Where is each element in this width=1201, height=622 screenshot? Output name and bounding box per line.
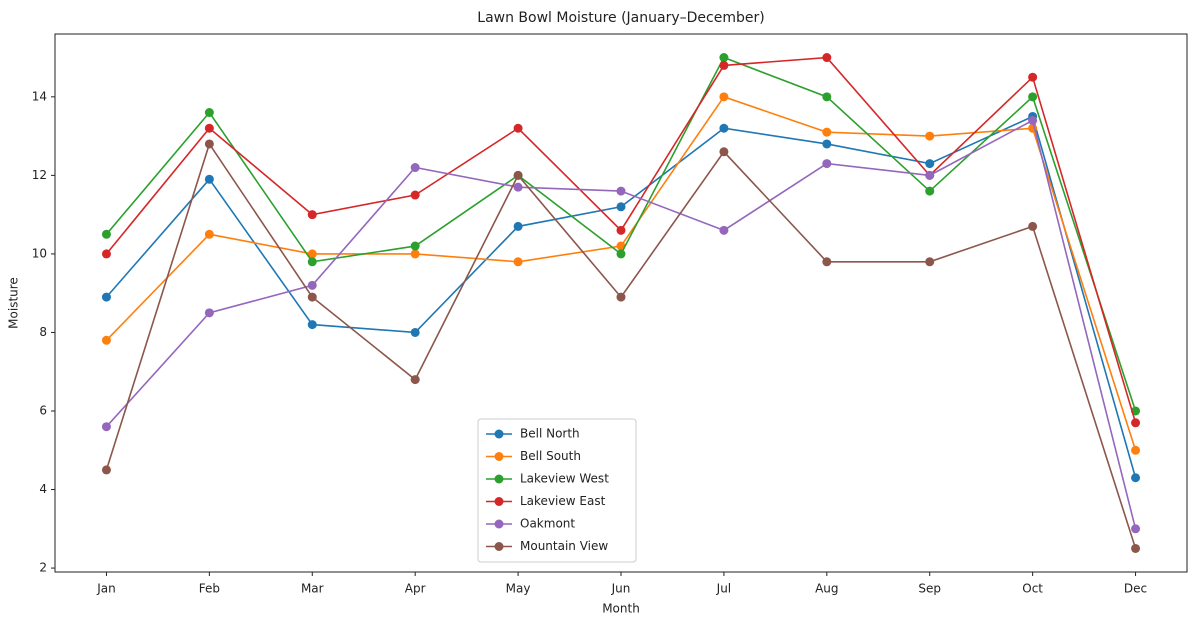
point (513, 170, 523, 180)
legend-box (477, 418, 637, 563)
y-tick-label: 4 (39, 482, 47, 496)
legend-label: Bell North (520, 427, 580, 441)
point (719, 123, 729, 133)
legend-marker (494, 542, 504, 551)
plot-frame (54, 33, 1188, 573)
chart-title: Lawn Bowl Moisture (January–December) (477, 10, 764, 26)
x-tick-label: Aug (815, 582, 838, 596)
point (822, 159, 832, 169)
point (719, 225, 729, 235)
point (101, 292, 111, 302)
point (1131, 445, 1141, 455)
legend-label: Bell South (520, 449, 581, 463)
y-tick-label: 8 (39, 325, 47, 339)
point (101, 335, 111, 345)
point (925, 159, 935, 169)
point (1131, 543, 1141, 553)
point (719, 147, 729, 157)
legend-label: Lakeview West (520, 472, 609, 486)
point (616, 186, 626, 196)
y-tick-label: 2 (39, 561, 47, 575)
point (307, 249, 317, 259)
legend-label: Mountain View (520, 539, 608, 553)
point (1028, 115, 1038, 125)
point (513, 221, 523, 231)
point (1028, 92, 1038, 102)
point (1028, 221, 1038, 231)
point (307, 320, 317, 330)
x-tick-label: Feb (199, 582, 220, 596)
point (822, 139, 832, 149)
point (616, 292, 626, 302)
point (616, 249, 626, 259)
point (101, 229, 111, 239)
x-tick-label: Dec (1124, 582, 1147, 596)
point (616, 202, 626, 212)
point (1131, 473, 1141, 483)
x-tick-label: Apr (405, 582, 426, 596)
point (1131, 524, 1141, 534)
legend-marker (494, 452, 504, 461)
point (410, 327, 420, 337)
point (410, 249, 420, 259)
point (101, 465, 111, 475)
x-tick-label: Jul (716, 582, 731, 596)
point (719, 92, 729, 102)
legend-marker (494, 474, 504, 484)
point (719, 60, 729, 70)
x-tick-label: Oct (1022, 582, 1043, 596)
point (822, 53, 832, 63)
point (616, 225, 626, 235)
series-line (105, 56, 1137, 424)
legend-label: Lakeview East (520, 494, 606, 508)
x-axis-label: Month (602, 602, 640, 616)
y-tick-label: 6 (39, 403, 47, 417)
point (101, 422, 111, 432)
point (513, 257, 523, 267)
point (925, 131, 935, 141)
y-tick-label: 12 (32, 168, 47, 182)
point (204, 123, 214, 133)
point (204, 174, 214, 184)
point (513, 123, 523, 133)
x-tick-label: Sep (918, 582, 941, 596)
point (101, 249, 111, 259)
legend-marker (494, 429, 504, 439)
point (822, 257, 832, 267)
point (513, 182, 523, 192)
point (719, 53, 729, 63)
point (410, 375, 420, 385)
point (307, 210, 317, 220)
y-tick-label: 10 (32, 246, 47, 260)
x-tick-label: Mar (301, 582, 324, 596)
point (307, 292, 317, 302)
point (1131, 418, 1141, 428)
point (1028, 72, 1038, 82)
point (925, 257, 935, 267)
point (204, 139, 214, 149)
legend-marker (494, 519, 504, 529)
x-tick-label: Jan (96, 582, 116, 596)
point (925, 186, 935, 196)
x-tick-label: Jun (611, 582, 631, 596)
point (204, 229, 214, 239)
point (925, 170, 935, 180)
y-tick-label: 14 (32, 89, 47, 103)
x-tick-label: May (506, 582, 531, 596)
series-line (105, 95, 1137, 451)
point (410, 241, 420, 251)
point (204, 308, 214, 318)
point (204, 108, 214, 118)
point (307, 280, 317, 290)
legend-label: Oakmont (520, 517, 575, 531)
point (822, 127, 832, 137)
legend-marker (494, 497, 504, 506)
point (307, 257, 317, 267)
point (410, 190, 420, 200)
point (410, 163, 420, 173)
point (822, 92, 832, 102)
y-axis-label: Moisture (7, 277, 21, 329)
